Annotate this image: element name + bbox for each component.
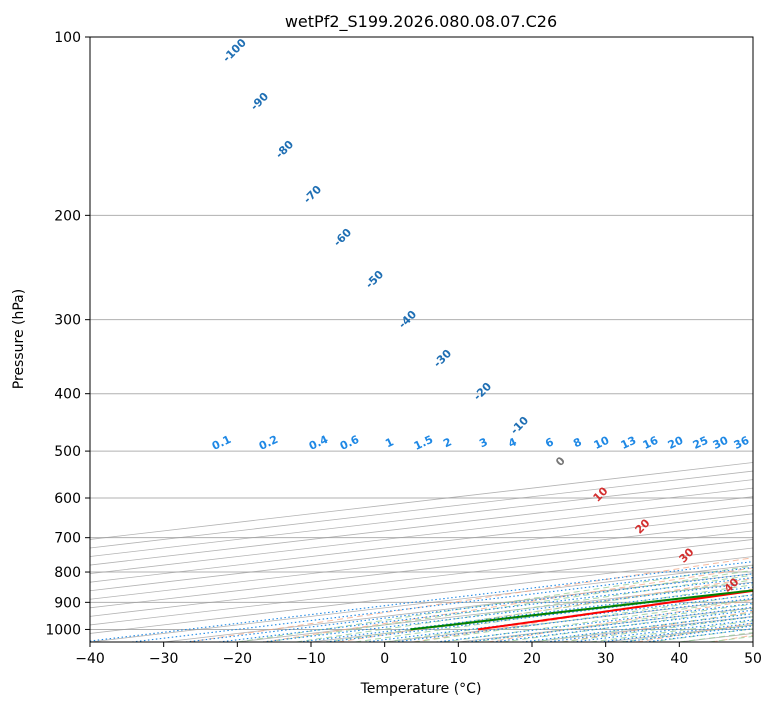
isotherm-line: [90, 496, 753, 575]
background-lines: [90, 37, 753, 642]
mixing-ratio-label: 16: [641, 434, 661, 452]
plot-frame: [89, 36, 754, 643]
moist-adiabat-line: [325, 579, 753, 642]
y-axis-label: Pressure (hPa): [11, 289, 27, 389]
isotherm-line: [90, 470, 753, 549]
x-tick-label: −20: [223, 651, 253, 667]
isotherm-line: [90, 513, 753, 592]
moist-adiabat-line: [296, 574, 753, 642]
isotherm-line: [90, 530, 753, 609]
y-tick-label: 300: [54, 313, 81, 329]
mixing-ratio-line: [326, 589, 753, 642]
chart-title: wetPf2_S199.2026.080.08.07.C26: [285, 12, 557, 32]
isotherm-line: [90, 504, 753, 583]
x-axis-label: Temperature (°C): [360, 681, 482, 697]
mixing-ratio-line: [299, 586, 753, 642]
mixing-ratio-label: 13: [619, 434, 638, 452]
isotherm-line: [90, 539, 753, 617]
mixing-ratio-label: 30: [711, 434, 731, 452]
y-tick-label: 600: [54, 491, 81, 507]
y-tick-label: 1000: [45, 622, 81, 638]
mixing-ratio-label: 25: [691, 434, 710, 452]
x-tick-label: 30: [597, 651, 615, 667]
y-tick-label: 800: [54, 565, 81, 581]
isotherm-line: [90, 479, 753, 557]
x-tick-label: 20: [523, 651, 541, 667]
y-tick-label: 400: [54, 387, 81, 403]
moist-adiabat-line: [237, 565, 753, 642]
mixing-ratio-line: [262, 582, 753, 642]
y-tick-label: 200: [54, 208, 81, 224]
y-tick-label: 500: [54, 444, 81, 460]
mixing-ratio-label: 36: [732, 434, 752, 452]
mixing-ratio-label: 20: [666, 434, 686, 452]
x-tick-label: −10: [296, 651, 326, 667]
isotherm-line: [90, 521, 753, 600]
x-tick-label: −30: [149, 651, 179, 667]
isotherm-line: [90, 487, 753, 566]
x-tick-label: 0: [380, 651, 389, 667]
x-tick-label: −40: [75, 651, 105, 667]
y-tick-label: 100: [54, 30, 81, 46]
axes: −40 −30 −20 −10 0 10 20 30 40 50 100 200 300 400 500 60…: [45, 30, 762, 667]
y-tick-label: 700: [54, 531, 81, 547]
mixing-ratio-label: 10: [592, 434, 612, 452]
x-tick-label: 40: [670, 651, 688, 667]
y-tick-label: 900: [54, 595, 81, 611]
x-tick-label: 50: [744, 651, 762, 667]
x-tick-label: 10: [449, 651, 467, 667]
